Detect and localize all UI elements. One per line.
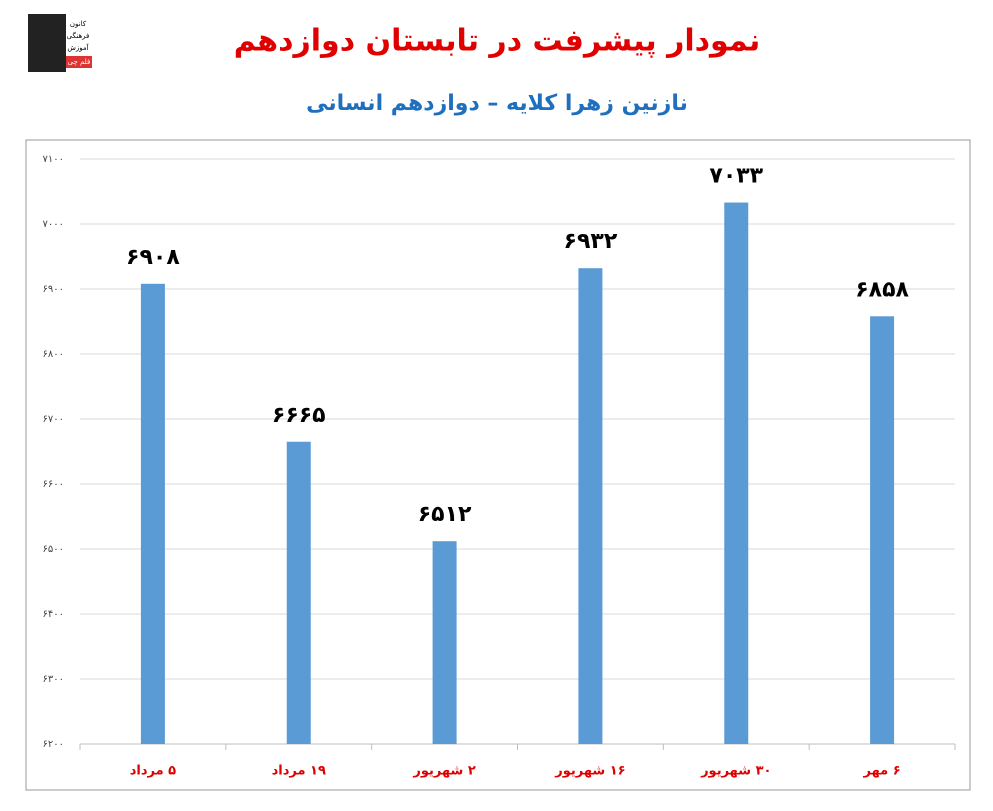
y-tick-label: ۶۲۰۰ <box>43 739 64 750</box>
data-label: ۶۹۰۸ <box>126 245 180 270</box>
logo-badge-text: قلم چی <box>68 58 91 66</box>
x-tick-label: ۱۹ مرداد <box>272 764 326 779</box>
logo-text: کانون <box>70 20 87 28</box>
x-tick-label: ۶ مهر <box>862 764 900 779</box>
plot-frame <box>25 139 971 791</box>
bar <box>724 202 749 745</box>
bar <box>870 316 895 744</box>
y-tick-label: ۶۹۰۰ <box>43 284 64 295</box>
bar <box>140 283 165 744</box>
logo-figure <box>28 14 66 72</box>
chart-subtitle: نازنین زهرا کلایه – دوازدهم انسانی <box>306 91 688 116</box>
logo: کانون فرهنگی آموزش قلم چی <box>28 14 92 72</box>
bar <box>286 441 311 744</box>
logo-text: آموزش <box>67 43 89 52</box>
y-tick-label: ۶۴۰۰ <box>43 609 64 620</box>
x-tick-label: ۱۶ شهریور <box>554 764 625 779</box>
y-tick-label: ۶۶۰۰ <box>43 479 64 490</box>
data-label: ۷۰۳۳ <box>709 164 763 189</box>
y-tick-label: ۶۵۰۰ <box>43 544 64 555</box>
logo-badge <box>66 56 92 68</box>
bar <box>578 268 603 744</box>
data-label: ۶۵۱۲ <box>418 502 472 527</box>
y-tick-label: ۶۳۰۰ <box>43 674 64 685</box>
bar <box>432 541 457 744</box>
data-label: ۶۶۶۵ <box>272 403 326 428</box>
data-label: ۶۸۵۸ <box>855 277 909 302</box>
y-tick-label: ۷۰۰۰ <box>43 219 64 230</box>
y-tick-label: ۶۷۰۰ <box>43 414 64 425</box>
x-tick-label: ۲ شهریور <box>412 764 476 779</box>
y-tick-label: ۶۸۰۰ <box>43 349 64 360</box>
x-tick-label: ۳۰ شهریور <box>700 764 771 779</box>
logo-text: فرهنگی <box>67 31 90 40</box>
y-tick-label: ۷۱۰۰ <box>43 154 64 165</box>
data-label: ۶۹۳۲ <box>564 229 618 254</box>
chart-title: نمودار پیشرفت در تابستان دوازدهم <box>234 24 760 59</box>
x-tick-label: ۵ مرداد <box>130 764 176 779</box>
